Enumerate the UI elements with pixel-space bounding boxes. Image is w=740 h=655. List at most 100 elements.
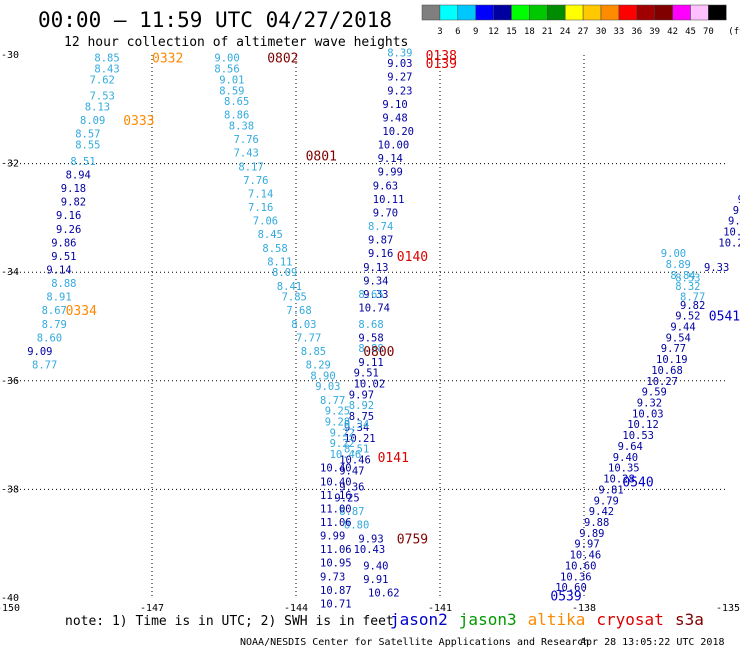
x-tick-label: -147	[140, 603, 164, 614]
colorbar-swatch	[582, 4, 602, 21]
swh-value: 9.14	[378, 153, 403, 165]
swh-value: 7.68	[286, 305, 311, 317]
colorbar-tick-label: 70	[703, 27, 714, 37]
y-tick-label: -36	[1, 376, 19, 387]
swh-value: 8.80	[344, 520, 369, 532]
swh-value: 10.28	[603, 474, 635, 486]
swh-value: 9.18	[61, 183, 86, 195]
swh-value: 9.34	[344, 422, 369, 434]
swh-value: 8.60	[37, 332, 62, 344]
swh-value: 9.14	[46, 264, 71, 276]
x-tick-label: -138	[572, 603, 596, 614]
plot-grid: -150 -147 -144 -141 -138 -135 -30 -32 -34 -36 -38 -…	[0, 50, 740, 614]
pass-label: 0334	[66, 304, 97, 319]
colorbar-swatch	[547, 4, 566, 21]
swh-value: 9.87	[368, 235, 393, 247]
colorbar-tick-label: 30	[596, 27, 607, 37]
swh-value: 10.02	[354, 379, 386, 391]
x-tick-label: -141	[428, 603, 452, 614]
colorbar-swatch	[708, 4, 727, 21]
swh-value: 9.44	[670, 322, 695, 334]
swh-value: 9.93	[358, 533, 383, 545]
swh-value: 9.10	[382, 99, 407, 111]
colorbar-unit: (ft)	[728, 27, 740, 37]
swh-value: 8.56	[214, 64, 239, 76]
swh-value: 8.79	[42, 319, 67, 331]
pass-label: 0333	[123, 114, 154, 129]
swh-value: 8.77	[680, 292, 705, 304]
swh-value: 8.09	[272, 267, 297, 279]
swh-value: 9.22	[330, 438, 355, 450]
swh-value: 9.97	[349, 389, 374, 401]
swh-value: 9.34	[363, 275, 388, 287]
y-tick-label: -40	[1, 593, 19, 604]
swh-value: 10.46	[339, 455, 371, 467]
footer-note: note: 1) Time is in UTC; 2) SWH is in fe…	[65, 614, 394, 629]
colorbar-tick-label: 39	[649, 27, 660, 37]
swh-value: 8.74	[368, 221, 393, 233]
swh-value: 11.06	[320, 517, 352, 529]
swh-value: 10.36	[560, 571, 592, 583]
satellite-legend-item: cryosat	[596, 610, 663, 629]
swh-value: 9.40	[613, 452, 638, 464]
swh-value: 7.43	[234, 148, 259, 160]
footer-timestamp: Apr 28 13:05:22 UTC 2018	[580, 637, 725, 648]
swh-value: 11.00	[320, 503, 352, 515]
swh-value: 8.84	[670, 270, 695, 282]
colorbar-tick-label: 42	[667, 27, 678, 37]
swh-value: 8.39	[387, 47, 412, 59]
swh-value: 8.67	[42, 305, 67, 317]
swh-value: 8.45	[258, 229, 283, 241]
plot-marks: 8.858.437.627.538.138.098.578.558.518.88…	[27, 47, 740, 610]
swh-value: 9.73	[320, 571, 345, 583]
swh-value: 8.59	[219, 85, 244, 97]
swh-value: 9.24	[733, 205, 740, 217]
colorbar-tick-label: 21	[542, 27, 553, 37]
colorbar-swatch	[618, 4, 638, 21]
swh-value: 8.68	[358, 319, 383, 331]
swh-value: 9.22	[330, 427, 355, 439]
swh-value: 10.68	[651, 365, 683, 377]
swh-value: 8.77	[32, 360, 57, 372]
swh-value: 9.88	[584, 517, 609, 529]
swh-value: 10.87	[320, 585, 352, 597]
swh-value: 9.13	[363, 262, 388, 274]
swh-value: 9.01	[219, 74, 244, 86]
pass-label: 0800	[363, 345, 394, 360]
swh-value: 9.70	[373, 207, 398, 219]
swh-value: 8.17	[238, 161, 263, 173]
swh-value: 8.65	[224, 96, 249, 108]
swh-value: 10.43	[354, 544, 386, 556]
swh-value: 8.58	[262, 243, 287, 255]
swh-value: 8.77	[320, 395, 345, 407]
swh-value: 9.64	[618, 441, 643, 453]
swh-value: 8.65	[358, 289, 383, 301]
swh-value: 9.25	[334, 493, 359, 505]
swh-value: 8.88	[51, 278, 76, 290]
y-tick-label: -34	[1, 267, 19, 278]
swh-value: 10.26	[718, 237, 740, 249]
swh-value: 8.75	[349, 411, 374, 423]
colorbar-swatch	[457, 4, 476, 21]
satellite-legend-item: jason3	[459, 610, 517, 629]
pass-label: 0759	[397, 532, 428, 547]
swh-value: 10.46	[570, 550, 602, 562]
pass-label: 0540	[622, 475, 653, 490]
swh-value: 8.03	[291, 319, 316, 331]
swh-value: 9.11	[358, 357, 383, 369]
swh-value: 10.11	[373, 194, 405, 206]
chart-subtitle: 12 hour collection of altimeter wave hei…	[64, 35, 408, 50]
pass-label: 0140	[397, 250, 428, 265]
swh-value: 10.74	[358, 302, 390, 314]
x-tick-label: -135	[716, 603, 740, 614]
swh-value: 7.76	[234, 134, 259, 146]
colorbar-swatch	[529, 4, 548, 21]
swh-value: 9.91	[363, 574, 388, 586]
swh-value: 11.06	[320, 544, 352, 556]
swh-value: 8.51	[70, 156, 95, 168]
swh-value: 8.09	[80, 115, 105, 127]
swh-value: 9.86	[51, 237, 76, 249]
swh-value: 7.85	[282, 292, 307, 304]
pass-label: 0138	[426, 49, 457, 64]
